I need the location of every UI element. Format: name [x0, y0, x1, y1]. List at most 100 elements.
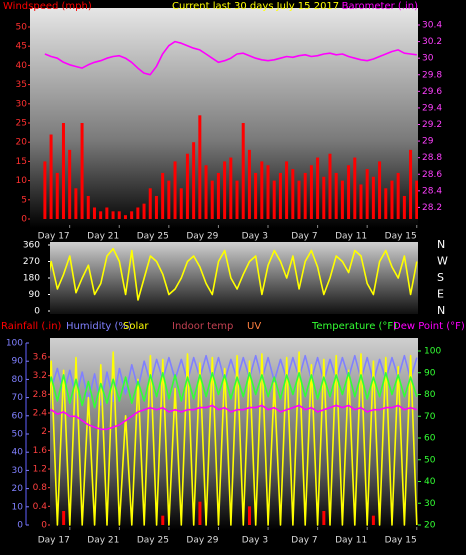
x-tick-label: Day 29 [186, 232, 218, 242]
bar [353, 157, 357, 219]
y-tick-label: 35 [16, 80, 27, 90]
y2-tick-label: 20 [424, 521, 436, 531]
x-tick-label: Day 11 [335, 232, 367, 242]
bar [272, 180, 276, 219]
y2-tick-label: 80 [424, 390, 436, 400]
legend-label: Indoor temp [172, 321, 233, 332]
bar [80, 123, 84, 219]
y-tick-label: 80 [12, 375, 24, 385]
bar [86, 195, 90, 219]
bar [74, 188, 78, 219]
bar [99, 211, 103, 219]
y-tick-label: 30 [12, 466, 24, 476]
bar [371, 176, 375, 219]
x-tick-label: Day 7 [291, 536, 317, 546]
bar [347, 165, 351, 219]
y-tick-label: 0 [17, 521, 23, 531]
y3-tick-label: 0.4 [33, 502, 48, 512]
y-tick-label: 270 [23, 257, 40, 267]
bar [322, 176, 326, 219]
y-tick-label: 100 [6, 339, 23, 349]
legend-label: Solar [123, 321, 149, 332]
y2-tick-label: 29 [422, 137, 434, 147]
y3-tick-label: 0.8 [33, 483, 48, 493]
bar [396, 172, 400, 219]
y-tick-label: 10 [16, 176, 28, 186]
bar [192, 142, 196, 219]
bar [365, 169, 369, 219]
y-tick-label: 60 [12, 411, 24, 421]
bar [216, 172, 220, 219]
legend-label: Humidity (%) [66, 321, 132, 332]
y2-tick-label: 28.6 [422, 170, 442, 180]
plot-layer [50, 351, 418, 526]
y-tick-label: 70 [12, 393, 24, 403]
bar [328, 153, 332, 219]
bar [167, 180, 171, 219]
bar [111, 211, 115, 219]
y3-tick-label: 2.8 [33, 390, 48, 400]
bar [130, 211, 134, 219]
legend-label: Rainfall (.in) [1, 321, 62, 332]
x-tick-label: Day 7 [291, 232, 317, 242]
series-line [50, 351, 418, 526]
bar [173, 161, 177, 219]
y2-tick-label: 30.4 [422, 21, 442, 31]
bar [105, 207, 109, 219]
y3-tick-label: 2 [41, 427, 47, 437]
y2-tick-label: 30.2 [422, 37, 442, 47]
bar [415, 180, 418, 219]
bar [223, 161, 227, 219]
y-tick-label: 0 [21, 215, 27, 225]
y-tick-label: 50 [12, 430, 24, 440]
bar [148, 188, 152, 219]
y3-tick-label: 3.2 [33, 371, 47, 381]
bar [247, 149, 251, 219]
compass-label: W [437, 255, 448, 268]
y3-tick-label: 0 [41, 521, 47, 531]
y2-tick-label: 28.4 [422, 186, 442, 196]
bar [247, 506, 251, 525]
bar [198, 115, 202, 219]
plot-area [50, 242, 418, 314]
bar [285, 161, 289, 219]
y2-tick-label: 50 [424, 455, 436, 465]
y2-tick-label: 60 [424, 434, 436, 444]
bar [241, 123, 245, 219]
x-tick-label: Day 17 [38, 232, 70, 242]
y-tick-label: 40 [16, 61, 28, 71]
y-tick-label: 15 [16, 157, 27, 167]
y-tick-label: 90 [12, 357, 24, 367]
y2-tick-label: 28.8 [422, 153, 442, 163]
y-tick-label: 25 [16, 119, 27, 129]
y3-tick-label: 2.4 [33, 409, 48, 419]
bar [334, 172, 338, 219]
bar [210, 180, 214, 219]
y-tick-label: 90 [29, 290, 41, 300]
compass-label: N [437, 238, 445, 251]
bar [303, 172, 307, 219]
bar [185, 153, 189, 219]
series-line [50, 404, 418, 431]
bar [142, 203, 146, 219]
bar [55, 172, 59, 219]
series-line [50, 247, 418, 301]
y2-tick-label: 100 [424, 347, 441, 357]
bar [266, 165, 270, 219]
compass-label: N [437, 304, 445, 317]
y2-tick-label: 90 [424, 368, 436, 378]
y2-tick-label: 70 [424, 412, 436, 422]
bar [402, 195, 406, 219]
x-tick-label: Day 21 [87, 232, 119, 242]
y-tick-label: 30 [16, 99, 28, 109]
bar [92, 207, 96, 219]
legend-label: Dew Point (°F) [393, 321, 465, 332]
x-tick-label: Day 3 [242, 536, 268, 546]
bar [68, 149, 72, 219]
bar [179, 188, 183, 219]
bar [117, 211, 121, 219]
bar [62, 511, 66, 525]
y-tick-label: 50 [16, 23, 28, 33]
bar [359, 184, 363, 219]
y-tick-label: 0 [34, 307, 40, 317]
